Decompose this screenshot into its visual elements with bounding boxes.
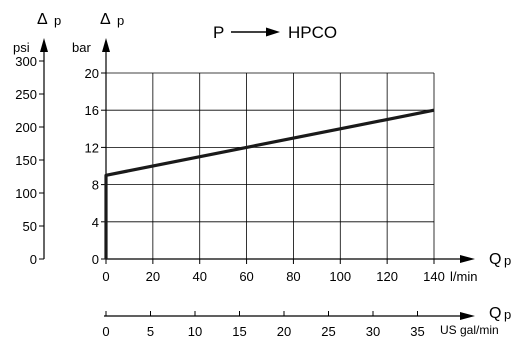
plot-grid bbox=[106, 72, 435, 259]
chart-title-from: P bbox=[213, 23, 224, 42]
x-lmin-tick-label: 0 bbox=[102, 269, 109, 284]
x-axis-lmin-unit: l/min bbox=[450, 269, 477, 284]
y-psi-tick-label: 300 bbox=[15, 54, 37, 69]
y-axis-bar-arrow bbox=[102, 38, 110, 52]
y-axis-psi-unit: psi bbox=[13, 40, 30, 55]
y-psi-tick-label: 150 bbox=[15, 153, 37, 168]
x-axis-gpm-unit: US gal/min bbox=[440, 323, 499, 337]
y-bar-tick-label: 16 bbox=[85, 103, 99, 118]
x-lmin-tick-label: 40 bbox=[192, 269, 206, 284]
x-axis-gpm-subscript: p bbox=[504, 307, 511, 322]
x-axis-lmin-symbol: Q bbox=[489, 251, 501, 268]
x-gpm-tick-label: 35 bbox=[410, 324, 424, 339]
x-gpm-tick-label: 15 bbox=[232, 324, 246, 339]
x-axis-gpm-arrow bbox=[460, 312, 475, 320]
y-bar-tick-label: 0 bbox=[92, 252, 99, 267]
x-gpm-tick-label: 10 bbox=[188, 324, 202, 339]
x-gpm-tick-label: 20 bbox=[277, 324, 291, 339]
y-axis-psi-symbol: Δ bbox=[37, 11, 48, 28]
x-axis-lmin-subscript: p bbox=[504, 253, 511, 268]
y-axis-bar-subscript: p bbox=[117, 13, 124, 28]
y-bar-tick-label: 8 bbox=[92, 178, 99, 193]
y-axis-psi-subscript: p bbox=[54, 13, 61, 28]
chart-title-arrow-head bbox=[266, 27, 280, 37]
series-line bbox=[104, 108, 435, 259]
y-bar-tick-label: 20 bbox=[85, 66, 99, 81]
chart-title-to: HPCO bbox=[288, 23, 337, 42]
y-psi-tick-label: 50 bbox=[23, 219, 37, 234]
x-axis-gpm-symbol: Q bbox=[489, 305, 501, 322]
y-axis-bar-symbol: Δ bbox=[100, 11, 111, 28]
y-axis-psi-arrow bbox=[40, 38, 48, 52]
axis-ticks: 0 20 40 60 80 100 120 1400481216200501001502002… bbox=[15, 54, 445, 339]
x-gpm-tick-label: 30 bbox=[366, 324, 380, 339]
x-lmin-tick-label: 20 bbox=[146, 269, 160, 284]
y-psi-tick-label: 200 bbox=[15, 120, 37, 135]
y-psi-tick-label: 250 bbox=[15, 87, 37, 102]
x-gpm-tick-label: 5 bbox=[147, 324, 154, 339]
x-gpm-tick-label: 0 bbox=[102, 324, 109, 339]
y-psi-tick-label: 0 bbox=[30, 252, 37, 267]
x-gpm-tick-label: 25 bbox=[321, 324, 335, 339]
x-lmin-tick-label: 100 bbox=[329, 269, 351, 284]
y-psi-tick-label: 100 bbox=[15, 186, 37, 201]
x-lmin-tick-label: 60 bbox=[239, 269, 253, 284]
y-bar-tick-label: 4 bbox=[92, 215, 99, 230]
y-axis-bar-unit: bar bbox=[72, 40, 91, 55]
x-lmin-tick-label: 140 bbox=[423, 269, 445, 284]
x-lmin-tick-label: 80 bbox=[286, 269, 300, 284]
x-lmin-tick-label: 120 bbox=[376, 269, 398, 284]
series-layer bbox=[104, 108, 435, 259]
y-bar-tick-label: 12 bbox=[85, 140, 99, 155]
x-axis-lmin-arrow bbox=[460, 255, 475, 263]
